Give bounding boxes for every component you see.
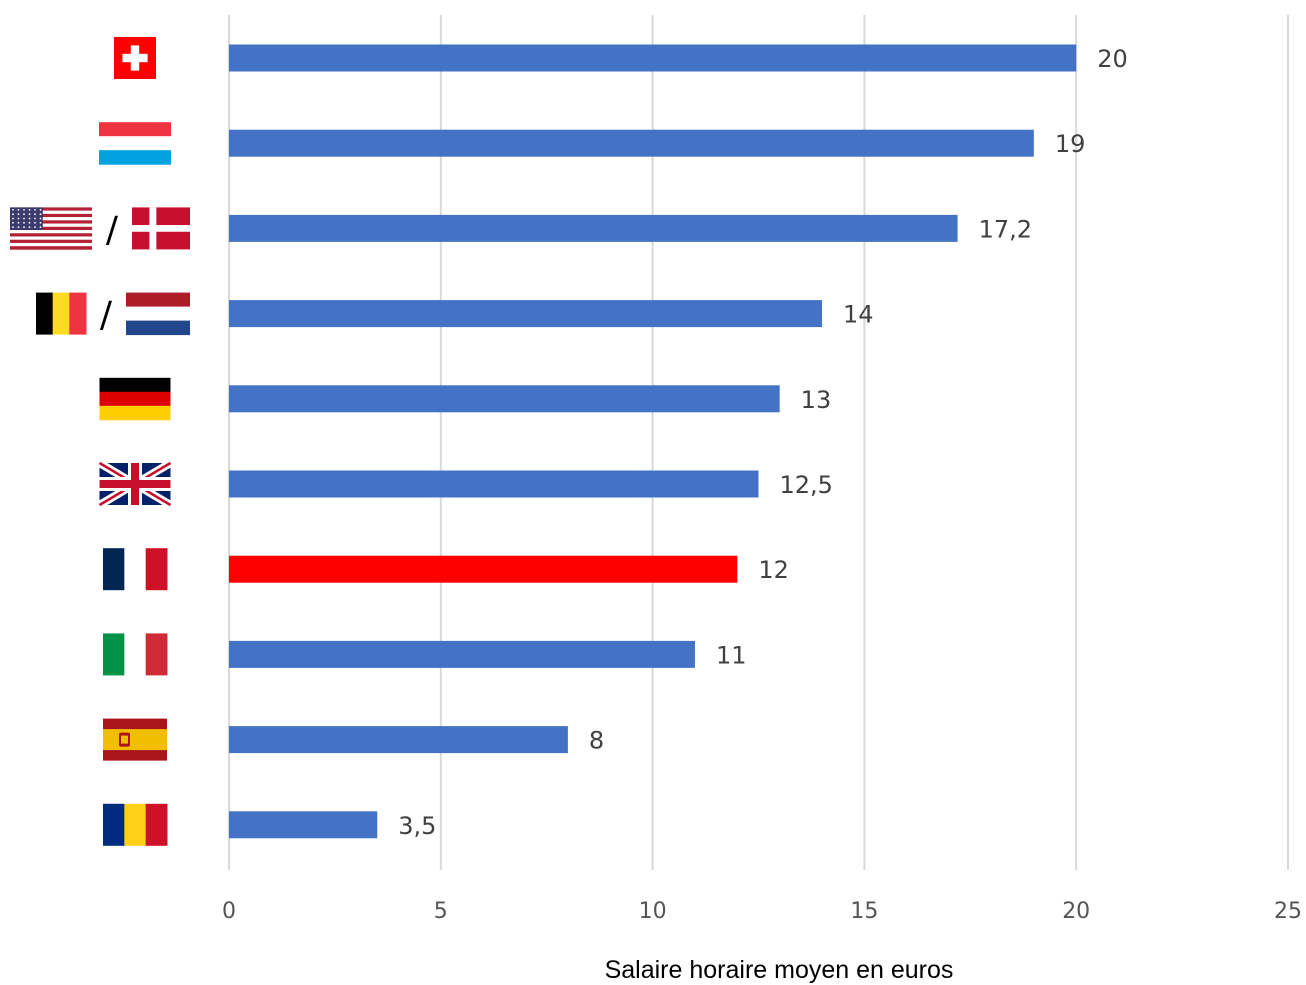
bar [229,214,958,242]
spain-flag [103,718,167,761]
bar [229,811,378,839]
belgium-flag [36,292,87,335]
value-labels: 20 19 17,2 14 13 12,5 12 11 8 3,5 [398,45,1127,840]
x-tick-label: 20 [1062,899,1090,924]
flag-row [114,37,156,79]
value-label: 13 [801,386,832,414]
x-tick-labels: 0 5 10 15 20 25 [222,899,1302,924]
denmark-flag [132,207,190,250]
bar [229,555,738,583]
country-flags: // [10,37,190,846]
usa-flag [10,207,92,250]
flag-row [99,377,171,421]
italy-flag [103,633,168,676]
bar [229,726,568,754]
uk-flag [97,459,173,509]
bar [229,44,1077,72]
value-label: 11 [716,641,747,669]
flag-separator: / [106,209,119,250]
flag-row [103,548,168,591]
value-label: 17,2 [979,215,1032,243]
flag-row [103,633,168,676]
x-tick-label: 5 [434,899,448,924]
x-tick-label: 10 [639,899,667,924]
bar [229,300,823,328]
germany-flag [99,377,171,421]
romania-flag [103,803,168,846]
flag-row [103,718,167,761]
bar [229,470,759,498]
france-flag [103,548,168,591]
x-tick-label: 25 [1274,899,1302,924]
value-label: 12 [758,556,789,584]
value-label: 3,5 [398,812,436,840]
flag-row [103,803,168,846]
bar [229,640,695,668]
flag-row: / [36,292,190,336]
flag-row: / [10,207,190,250]
switzerland-flag [114,37,156,79]
value-label: 8 [589,727,604,755]
flag-row [97,459,173,509]
luxembourg-flag [99,122,171,165]
x-tick-label: 0 [222,899,236,924]
x-axis-title: Salaire horaire moyen en euros [605,956,954,984]
flag-separator: / [100,295,113,336]
bar [229,385,780,413]
bars [229,44,1077,839]
value-label: 12,5 [780,471,833,499]
flag-row [99,122,171,165]
bar [229,129,1034,157]
netherlands-flag [126,292,190,336]
value-label: 19 [1055,130,1086,158]
value-label: 20 [1097,45,1128,73]
x-tick-label: 15 [850,899,878,924]
value-label: 14 [843,301,874,329]
